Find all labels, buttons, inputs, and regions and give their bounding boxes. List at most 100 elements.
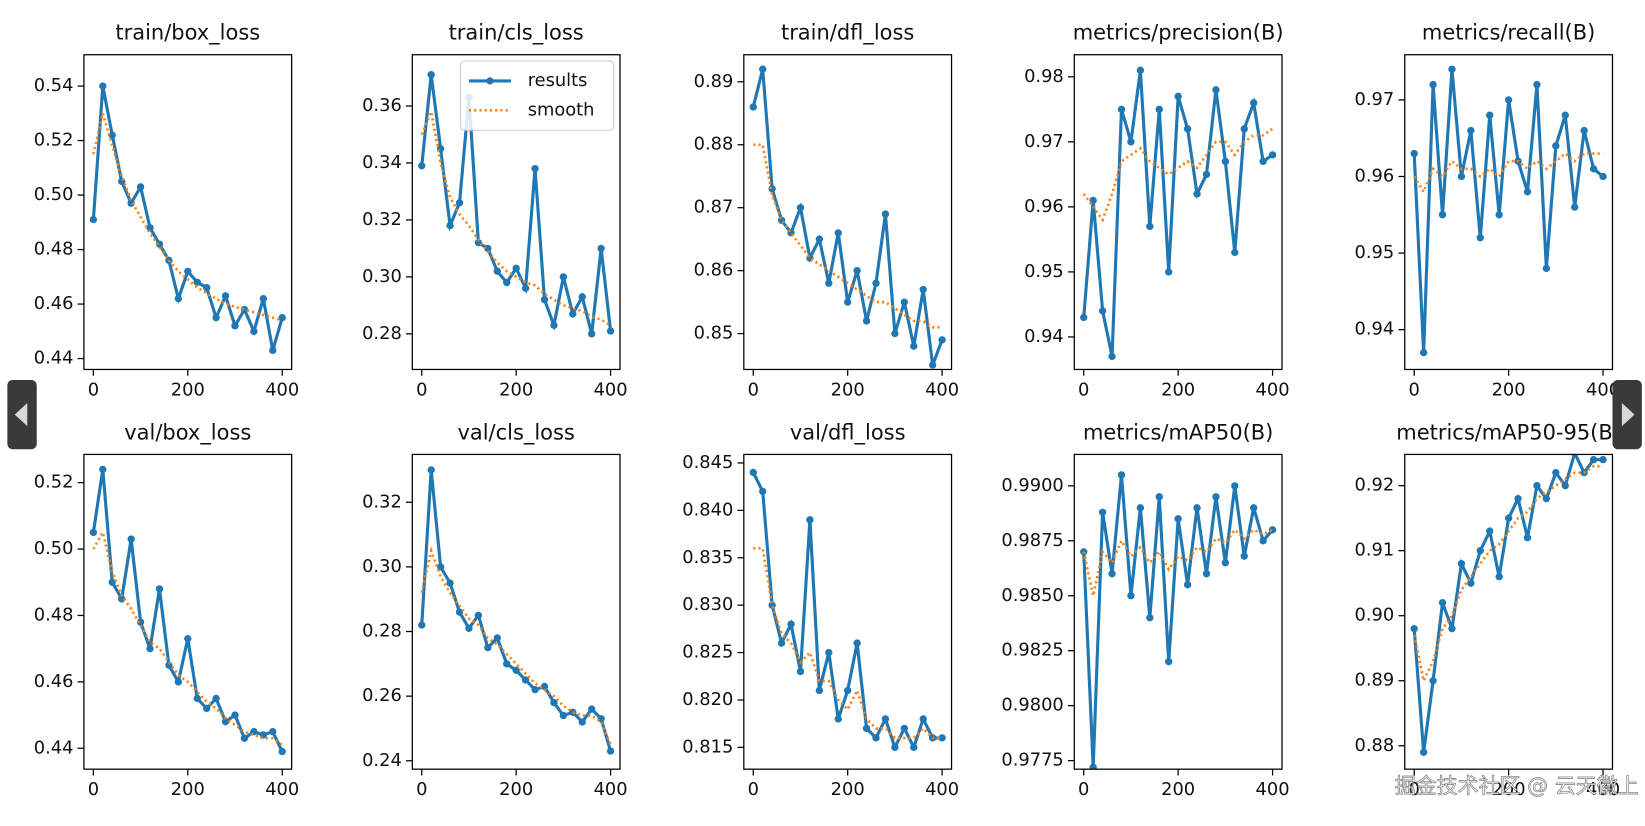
y-tick-label: 0.28 — [362, 323, 402, 344]
point — [578, 293, 586, 301]
point — [1457, 560, 1466, 568]
point — [418, 621, 426, 629]
point — [250, 327, 258, 335]
y-tick-label: 0.97 — [1024, 131, 1064, 152]
point — [1127, 138, 1135, 146]
point — [900, 298, 909, 306]
point — [1259, 537, 1267, 545]
point — [155, 240, 164, 248]
point — [1240, 552, 1248, 560]
smooth-line — [1413, 151, 1604, 195]
point — [512, 666, 520, 674]
point — [938, 734, 946, 742]
point — [1165, 658, 1173, 666]
prev-button[interactable] — [7, 379, 37, 450]
point — [118, 595, 126, 603]
point — [203, 704, 211, 713]
x-tick-label: 400 — [265, 779, 299, 800]
point — [1467, 579, 1475, 587]
subplot: metrics/mAP50(B) 0.9775 0.9800 0.9825 0.9850… — [1001, 420, 1289, 800]
y-tick-label: 0.88 — [694, 134, 734, 155]
y-tick-label: 0.92 — [1355, 475, 1395, 496]
point — [881, 210, 890, 218]
prev-arrow[interactable] — [14, 403, 28, 427]
next-button[interactable] — [1612, 379, 1642, 450]
plot-title: train/cls_loss — [449, 21, 584, 46]
x-tick-label: 400 — [265, 379, 299, 400]
x-tick-label: 0 — [748, 779, 759, 800]
point — [184, 635, 192, 643]
x-tick-label: 400 — [1586, 779, 1620, 800]
point — [796, 667, 805, 676]
point — [938, 336, 946, 344]
y-tick-label: 0.48 — [34, 239, 74, 260]
point — [853, 266, 861, 275]
data-layer — [1080, 66, 1277, 361]
point — [1268, 151, 1277, 159]
x-tick-label: 0 — [1409, 379, 1420, 400]
y-tick-label: 0.28 — [362, 621, 402, 642]
point — [1193, 190, 1201, 198]
point — [512, 264, 520, 273]
point — [446, 579, 454, 587]
point — [559, 273, 568, 281]
x-tick-label: 0 — [1409, 779, 1420, 800]
point — [1202, 570, 1211, 578]
point — [1221, 157, 1230, 166]
point — [1495, 211, 1503, 219]
point — [588, 705, 596, 713]
point — [446, 221, 454, 230]
next-arrow[interactable] — [1621, 403, 1635, 427]
point — [559, 711, 568, 720]
y-tick-label: 0.9800 — [1001, 695, 1063, 716]
point — [1410, 149, 1418, 158]
y-tick-label: 0.24 — [362, 750, 402, 771]
point — [900, 724, 909, 733]
point — [1127, 592, 1135, 600]
point — [1155, 493, 1163, 501]
point — [155, 585, 164, 593]
point — [1552, 142, 1560, 150]
x-tick-label: 200 — [499, 379, 533, 400]
point — [221, 718, 230, 726]
point — [1231, 482, 1239, 490]
x-tick-label: 200 — [1161, 379, 1195, 400]
y-tick-label: 0.34 — [362, 152, 402, 173]
legend-marker — [486, 77, 494, 85]
subplot: val/dfl_loss 0.815 0.820 0.825 0.830 0.835 0.8… — [682, 420, 959, 800]
point — [862, 317, 871, 325]
subplot: metrics/recall(B) 0.94 0.95 0.96 0.97 0 200 400 — [1355, 21, 1620, 401]
smooth-line — [753, 546, 943, 740]
point — [240, 734, 249, 742]
point — [1250, 504, 1258, 512]
point — [1183, 125, 1192, 133]
point — [99, 82, 107, 90]
y-tick-label: 0.88 — [1355, 735, 1395, 756]
point — [89, 215, 98, 224]
point — [184, 267, 192, 276]
y-tick-label: 0.91 — [1355, 540, 1395, 561]
point — [521, 284, 530, 292]
data-layer — [1080, 471, 1277, 770]
point — [597, 244, 605, 253]
x-tick-label: 0 — [88, 779, 99, 800]
x-tick-label: 0 — [88, 379, 99, 400]
smooth-line — [753, 143, 943, 329]
point — [1476, 234, 1484, 242]
plot-title: metrics/precision(B) — [1073, 21, 1284, 45]
y-tick-label: 0.46 — [34, 293, 74, 314]
y-tick-label: 0.98 — [1024, 66, 1064, 87]
point — [749, 103, 757, 111]
point — [1476, 547, 1484, 555]
point — [221, 292, 230, 300]
point — [146, 644, 154, 653]
x-tick-label: 200 — [1492, 379, 1526, 400]
point — [1240, 125, 1248, 133]
point — [1212, 86, 1220, 94]
y-tick-label: 0.95 — [1024, 261, 1064, 282]
smooth-line — [1412, 464, 1604, 685]
point — [1108, 570, 1116, 578]
point — [891, 743, 899, 752]
y-tick-label: 0.89 — [694, 71, 734, 92]
